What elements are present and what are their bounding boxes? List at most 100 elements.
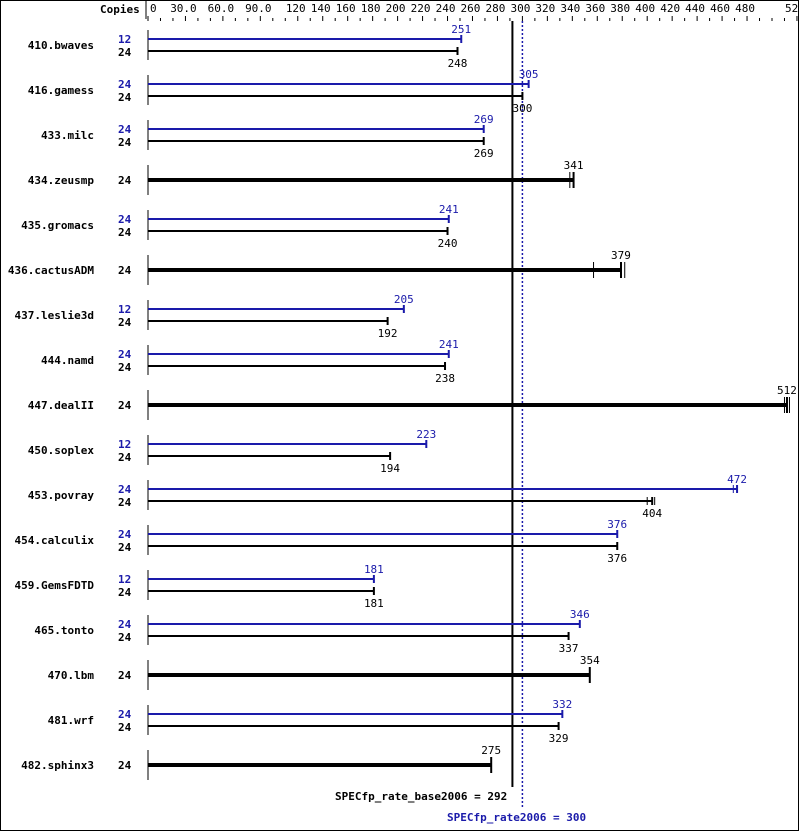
peak-copies: 24 bbox=[118, 123, 132, 136]
base-copies: 24 bbox=[118, 541, 132, 554]
base-copies: 24 bbox=[118, 46, 132, 59]
axis-tick-label: 420 bbox=[660, 2, 680, 15]
base-copies: 24 bbox=[118, 669, 132, 682]
base-copies: 24 bbox=[118, 174, 132, 187]
base-copies: 24 bbox=[118, 136, 132, 149]
base-value: 354 bbox=[580, 654, 600, 667]
axis-tick-label: 240 bbox=[436, 2, 456, 15]
base-copies: 24 bbox=[118, 91, 132, 104]
base-copies: 24 bbox=[118, 361, 132, 374]
base-value: 337 bbox=[559, 642, 579, 655]
base-mean-label: SPECfp_rate_base2006 = 292 bbox=[335, 790, 507, 803]
benchmark-name: 433.milc bbox=[41, 129, 94, 142]
base-copies: 24 bbox=[118, 721, 132, 734]
axis-tick-label: 30.0 bbox=[170, 2, 197, 15]
peak-value: 269 bbox=[474, 113, 494, 126]
axis-tick-label: 460 bbox=[710, 2, 730, 15]
benchmark-name: 436.cactusADM bbox=[8, 264, 94, 277]
base-copies: 24 bbox=[118, 759, 132, 772]
benchmark-name: 434.zeusmp bbox=[28, 174, 95, 187]
base-copies: 24 bbox=[118, 496, 132, 509]
base-value: 181 bbox=[364, 597, 384, 610]
axis-tick-label: 260 bbox=[461, 2, 481, 15]
base-value: 240 bbox=[438, 237, 458, 250]
peak-value: 376 bbox=[607, 518, 627, 531]
axis-tick-label: 200 bbox=[386, 2, 406, 15]
axis-tick-label: 520 bbox=[785, 2, 798, 15]
peak-value: 181 bbox=[364, 563, 384, 576]
base-value: 194 bbox=[380, 462, 400, 475]
axis-tick-label: 340 bbox=[560, 2, 580, 15]
axis-tick-label: 300 bbox=[510, 2, 530, 15]
axis-tick-label: 60.0 bbox=[208, 2, 235, 15]
benchmark-name: 481.wrf bbox=[48, 714, 94, 727]
peak-copies: 24 bbox=[118, 618, 132, 631]
axis-tick-label: 220 bbox=[411, 2, 431, 15]
benchmark-name: 416.gamess bbox=[28, 84, 94, 97]
base-copies: 24 bbox=[118, 226, 132, 239]
benchmark-name: 453.povray bbox=[28, 489, 95, 502]
axis-tick-label: 400 bbox=[635, 2, 655, 15]
benchmark-name: 454.calculix bbox=[15, 534, 95, 547]
axis-tick-label: 160 bbox=[336, 2, 356, 15]
peak-copies: 12 bbox=[118, 303, 131, 316]
peak-value: 346 bbox=[570, 608, 590, 621]
base-value: 329 bbox=[549, 732, 569, 745]
copies-header: Copies bbox=[100, 3, 140, 16]
base-value: 376 bbox=[607, 552, 627, 565]
axis-tick-label: 480 bbox=[735, 2, 755, 15]
base-value: 404 bbox=[642, 507, 662, 520]
peak-copies: 24 bbox=[118, 708, 132, 721]
peak-copies: 24 bbox=[118, 348, 132, 361]
benchmark-name: 465.tonto bbox=[34, 624, 94, 637]
axis-tick-label: 280 bbox=[486, 2, 506, 15]
peak-value: 205 bbox=[394, 293, 414, 306]
peak-value: 251 bbox=[451, 23, 471, 36]
axis-tick-label: 360 bbox=[585, 2, 605, 15]
base-value: 300 bbox=[512, 102, 532, 115]
peak-copies: 24 bbox=[118, 483, 132, 496]
base-value: 248 bbox=[448, 57, 468, 70]
base-value: 269 bbox=[474, 147, 494, 160]
benchmark-name: 437.leslie3d bbox=[15, 309, 94, 322]
axis-tick-label: 0 bbox=[150, 2, 157, 15]
benchmark-name: 470.lbm bbox=[48, 669, 95, 682]
axis-tick-label: 140 bbox=[311, 2, 331, 15]
benchmark-name: 435.gromacs bbox=[21, 219, 94, 232]
peak-copies: 12 bbox=[118, 573, 131, 586]
peak-mean-label: SPECfp_rate2006 = 300 bbox=[447, 811, 586, 824]
benchmark-name: 444.namd bbox=[41, 354, 94, 367]
base-copies: 24 bbox=[118, 451, 132, 464]
base-copies: 24 bbox=[118, 316, 132, 329]
peak-copies: 24 bbox=[118, 78, 132, 91]
peak-copies: 12 bbox=[118, 438, 131, 451]
base-value: 192 bbox=[378, 327, 398, 340]
axis-tick-label: 440 bbox=[685, 2, 705, 15]
benchmark-name: 410.bwaves bbox=[28, 39, 94, 52]
benchmark-name: 459.GemsFDTD bbox=[15, 579, 95, 592]
base-value: 275 bbox=[481, 744, 501, 757]
benchmark-name: 482.sphinx3 bbox=[21, 759, 94, 772]
axis-tick-label: 320 bbox=[535, 2, 555, 15]
peak-copies: 24 bbox=[118, 528, 132, 541]
axis-tick-label: 180 bbox=[361, 2, 381, 15]
peak-value: 241 bbox=[439, 338, 459, 351]
base-value: 238 bbox=[435, 372, 455, 385]
peak-value: 223 bbox=[416, 428, 436, 441]
axis-tick-label: 90.0 bbox=[245, 2, 272, 15]
base-copies: 24 bbox=[118, 264, 132, 277]
peak-value: 472 bbox=[727, 473, 747, 486]
axis-tick-label: 380 bbox=[610, 2, 630, 15]
peak-copies: 24 bbox=[118, 213, 132, 226]
base-value: 379 bbox=[611, 249, 631, 262]
peak-copies: 12 bbox=[118, 33, 131, 46]
base-value: 341 bbox=[564, 159, 584, 172]
peak-value: 305 bbox=[519, 68, 539, 81]
base-copies: 24 bbox=[118, 586, 132, 599]
benchmark-name: 447.dealII bbox=[28, 399, 94, 412]
peak-value: 241 bbox=[439, 203, 459, 216]
axis-tick-label: 120 bbox=[286, 2, 306, 15]
base-copies: 24 bbox=[118, 399, 132, 412]
